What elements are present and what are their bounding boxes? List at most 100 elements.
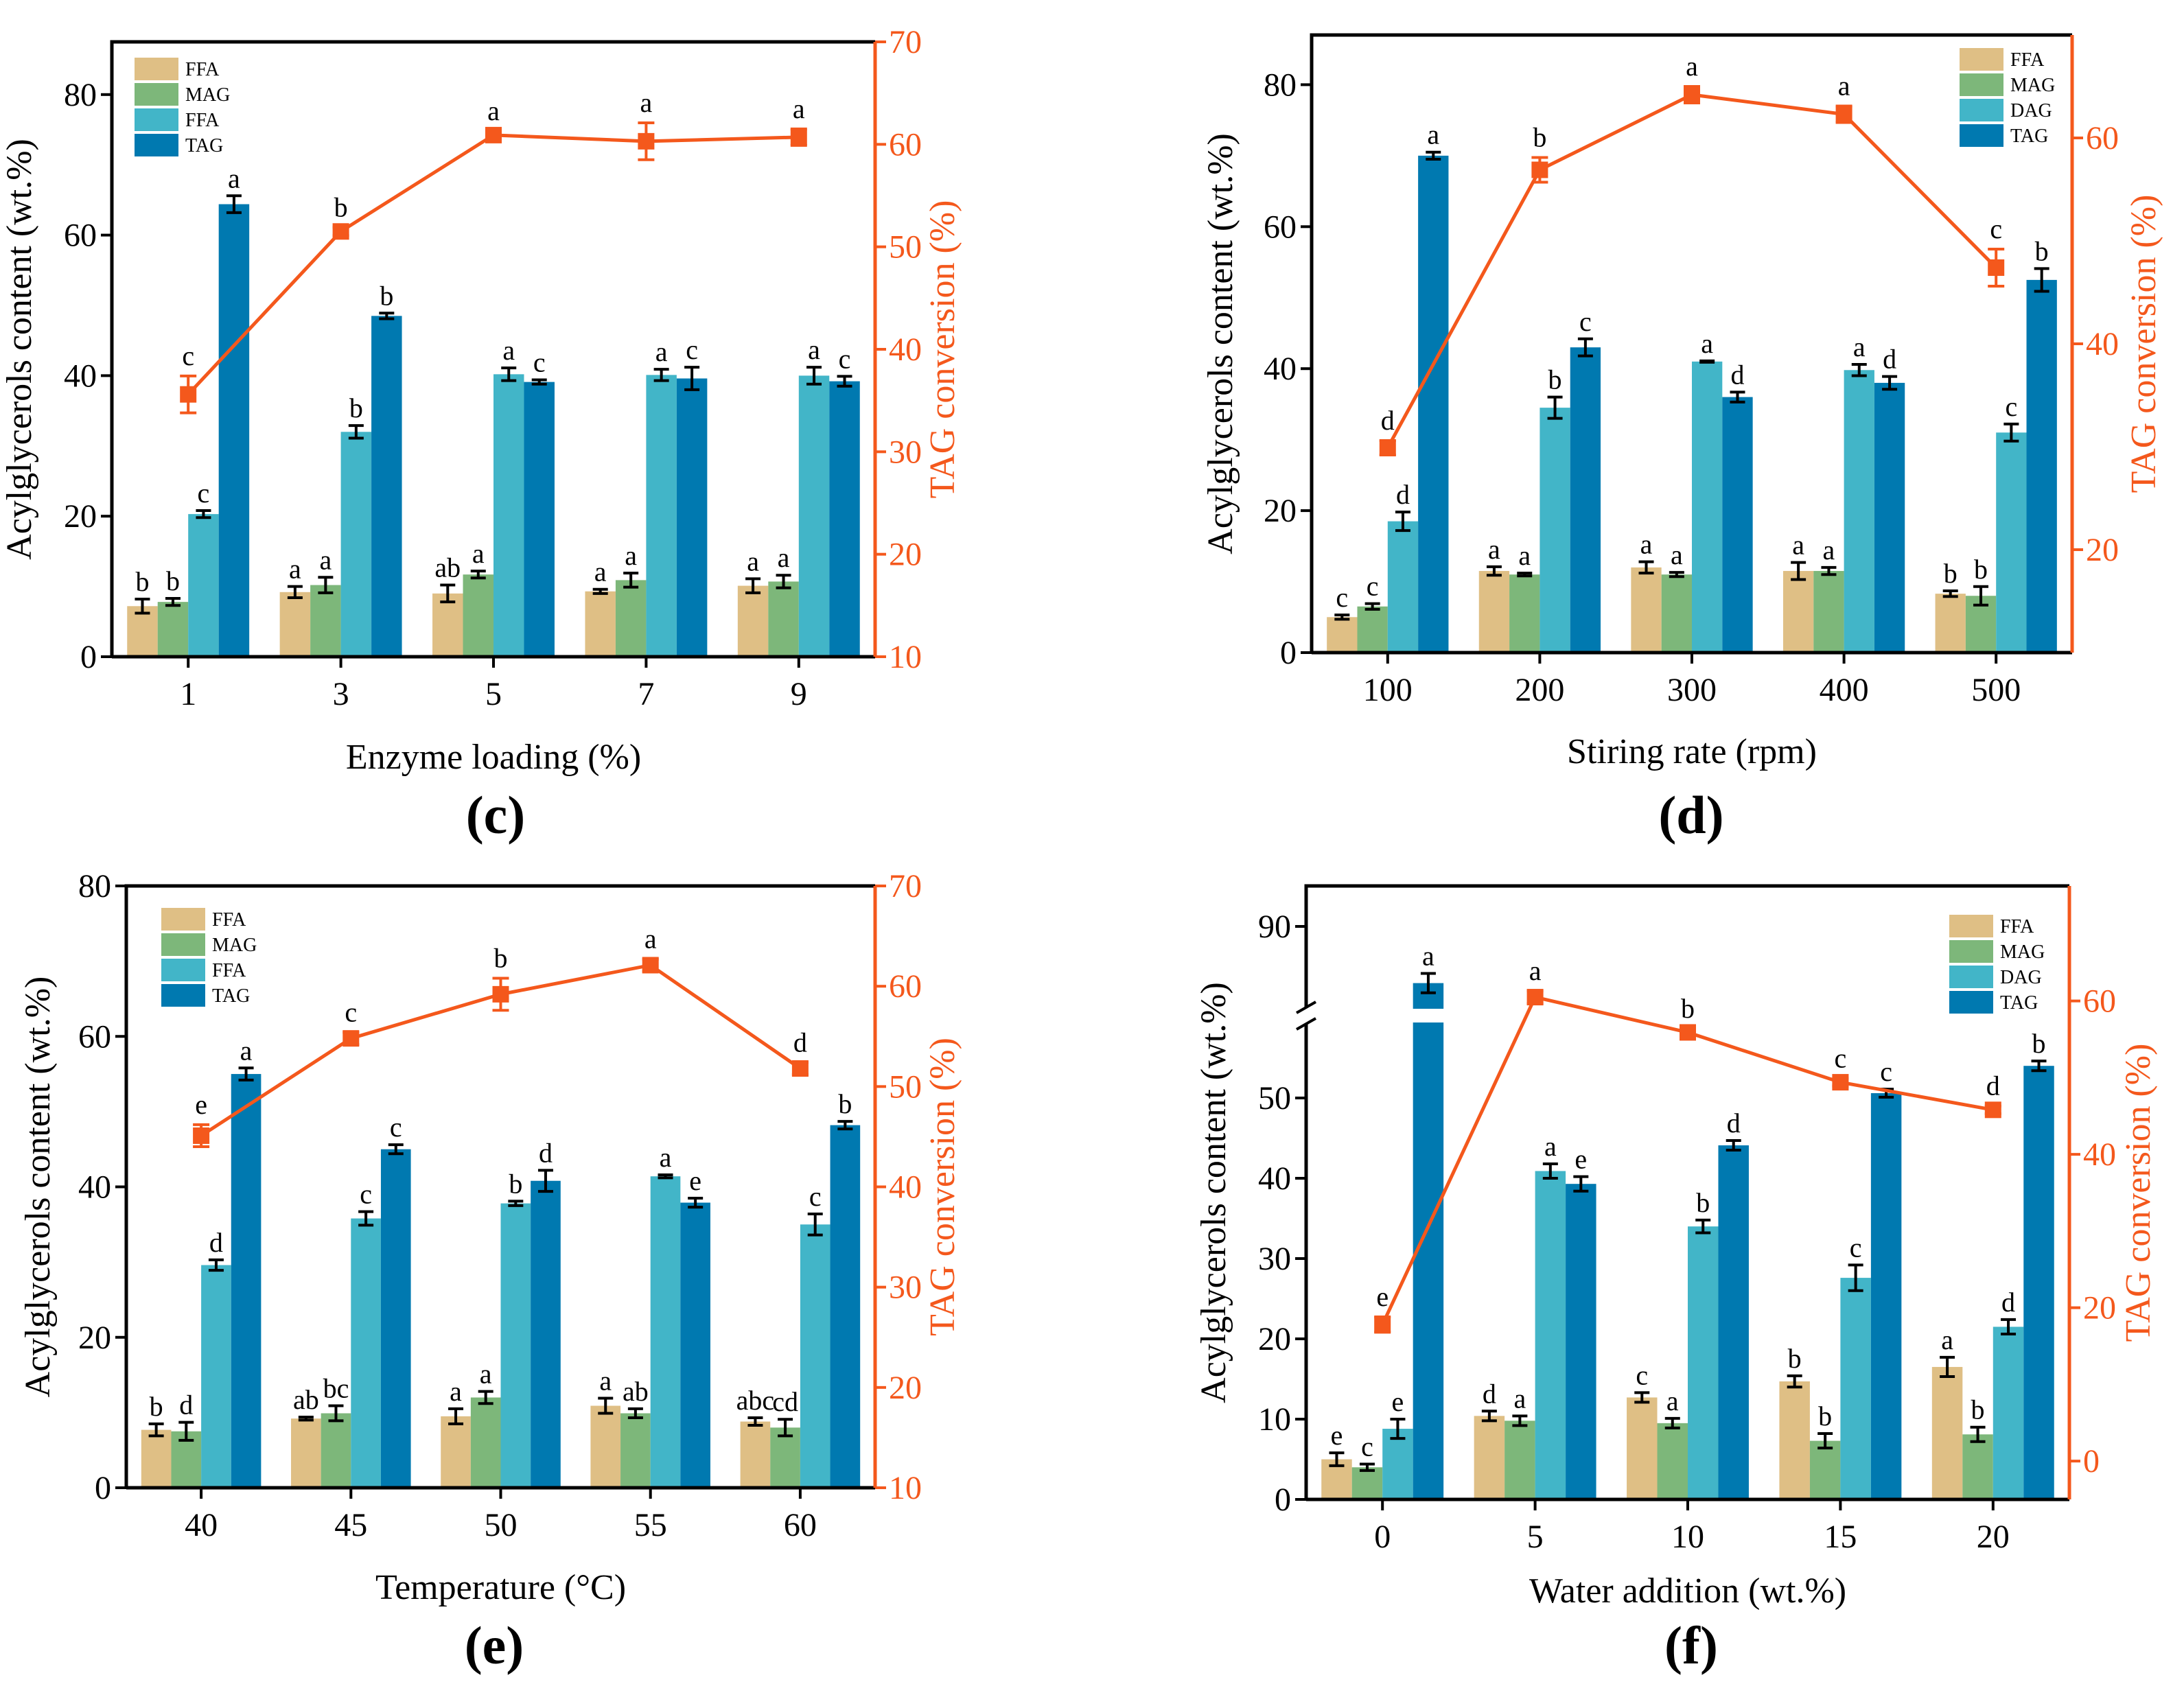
error-bar [1821,565,1837,576]
conversion-letter: a [1838,71,1850,102]
conversion-point [492,985,509,1003]
bar-tag-9 [829,381,860,657]
y2-tick-label: 0 [2083,1443,2100,1480]
error-bar [1699,359,1715,364]
conversion-letter: c [345,996,357,1027]
error-bar [508,1200,524,1207]
tag-conversion-line [187,133,799,396]
conversion-letter: d [1381,405,1395,436]
bar-ffa-9 [737,585,769,657]
conversion-letter: a [640,87,653,118]
bar-tag-20 [2023,1066,2054,1499]
conversion-letter: a [1529,955,1542,986]
error-bar [287,585,303,599]
error-bar [208,1258,224,1272]
error-bar [653,368,669,382]
bar-mag-7 [615,580,647,657]
bar-dag-5 [493,374,524,657]
error-bar [1970,1425,1986,1443]
bar-tag-50 [531,1180,561,1488]
error-bar [1547,395,1563,420]
error-bar [328,1404,344,1423]
significance-letter: b [349,393,363,423]
error-bar [627,1407,643,1420]
x-tick-label: 300 [1667,672,1717,708]
significance-letter: c [1579,306,1592,337]
y2-tick-label: 30 [889,1270,922,1306]
left-axis [1310,33,2072,653]
legend-swatch-mag [1960,73,2003,96]
significance-letter: a [240,1035,253,1066]
legend-label: TAG [185,135,223,156]
x-tick-label: 55 [634,1507,667,1543]
significance-letter: bc [323,1373,349,1404]
y-tick-label: 20 [1264,493,1297,529]
x-axis-title: Stiring rate (rpm) [1567,732,1817,771]
bar-mag-45 [321,1413,351,1488]
error-bar [2034,267,2049,293]
significance-letter: c [198,478,210,508]
error-bar [658,1173,673,1180]
error-bar [440,583,456,604]
bar-tag-7 [676,378,708,657]
error-bar [1517,572,1533,578]
bar-ffa-10 [1627,1397,1658,1499]
y2-tick-label: 20 [2083,1290,2116,1326]
error-bar [1695,1218,1711,1235]
conversion-letter: e [1376,1281,1389,1312]
significance-letter: a [1701,328,1713,359]
significance-letter: a [655,336,668,367]
y2-tick-label: 10 [889,639,922,675]
legend-swatch-ffa [1949,915,1993,937]
bar-tag-55 [680,1202,710,1488]
error-bar [1882,375,1898,391]
error-bar [745,577,761,594]
error-bar [778,1418,793,1438]
significance-letter: d [1483,1378,1496,1409]
significance-letter: ab [293,1384,319,1415]
significance-letter: a [1518,540,1531,571]
panel-label: (f) [1664,1615,1718,1675]
significance-letter: c [533,347,546,378]
significance-letter: b [1788,1343,1802,1374]
bar-ffa-50 [441,1416,471,1488]
y-tick-label: 60 [64,218,97,254]
error-bar [623,572,639,589]
error-bar [148,1422,164,1438]
significance-letter: c [1361,1431,1373,1462]
y-tick-label: 60 [1264,209,1297,245]
bar-dag-40 [201,1265,231,1488]
error-bar [501,366,517,382]
x-tick-label: 100 [1363,672,1413,708]
significance-letter: c [1367,571,1379,602]
error-bar [1512,1414,1528,1427]
x-tick-label: 7 [638,676,654,712]
error-bar [165,597,181,607]
error-bar [537,1169,553,1193]
y2-axis-title: TAG conversion (%) [2124,195,2163,493]
error-bar [358,1210,374,1227]
error-bar [1848,1263,1863,1292]
significance-letter: a [319,544,332,575]
y2-axis-title: TAG conversion (%) [923,200,962,499]
bar-ffa-5 [432,593,463,657]
bar-ffa-200 [1478,571,1510,653]
bar-mag-0 [1351,1467,1383,1499]
y-tick-label: 20 [78,1320,111,1356]
x-axis-title: Enzyme loading (%) [346,738,641,777]
y2-tick-label: 50 [889,229,922,266]
significance-letter: c [1636,1359,1648,1390]
y-axis-title: Acylglycerols content (wt.%) [1194,982,1233,1403]
bar-dag-100 [1387,521,1419,653]
legend-swatch-tag [161,984,205,1007]
conversion-letter: c [1990,213,2002,244]
error-bar [388,1143,404,1156]
significance-letter: e [1575,1144,1587,1175]
significance-letter: a [625,540,637,571]
y-axis-title: Acylglycerols content (wt.%) [19,977,58,1398]
error-bar [1638,560,1654,575]
error-bar [1573,1175,1589,1193]
significance-letter: d [1396,479,1410,510]
bar-dag-15 [1840,1278,1871,1499]
